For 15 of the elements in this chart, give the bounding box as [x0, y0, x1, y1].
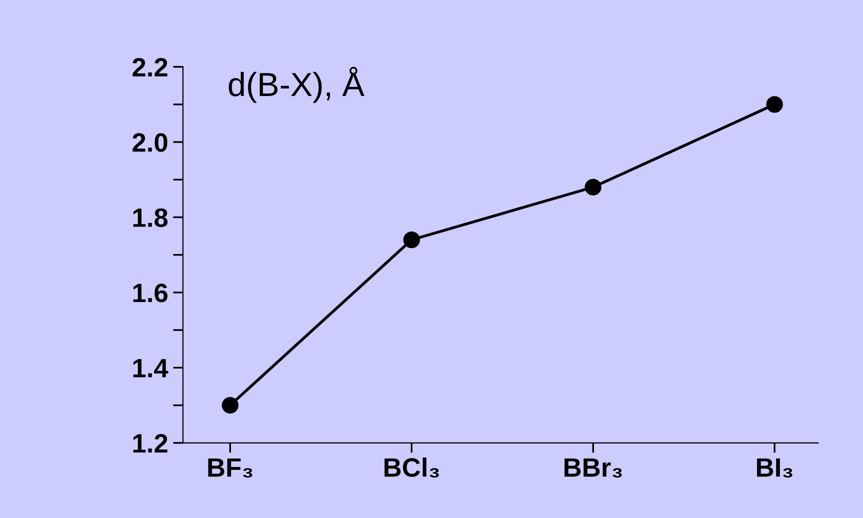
- y-tick-label: 2.2: [132, 58, 168, 76]
- y-tick-label: 1.2: [133, 434, 168, 452]
- x-tick-label: BCl₃: [384, 457, 439, 478]
- x-tick-label: BI₃: [757, 458, 792, 478]
- point: [584, 178, 602, 196]
- chart-title: d(B-X), Å: [228, 66, 364, 103]
- y-tick-label: 1.6: [133, 284, 168, 302]
- y-tick-label: 1.4: [133, 359, 168, 378]
- point: [222, 396, 238, 414]
- x-tick-label: BBr₃: [564, 458, 622, 478]
- y-tick-label: 2.0: [132, 133, 168, 152]
- y-tick-label: 1.8: [133, 208, 168, 228]
- point: [766, 96, 783, 113]
- point: [403, 231, 420, 248]
- x-tick-label: BF₃: [208, 458, 252, 478]
